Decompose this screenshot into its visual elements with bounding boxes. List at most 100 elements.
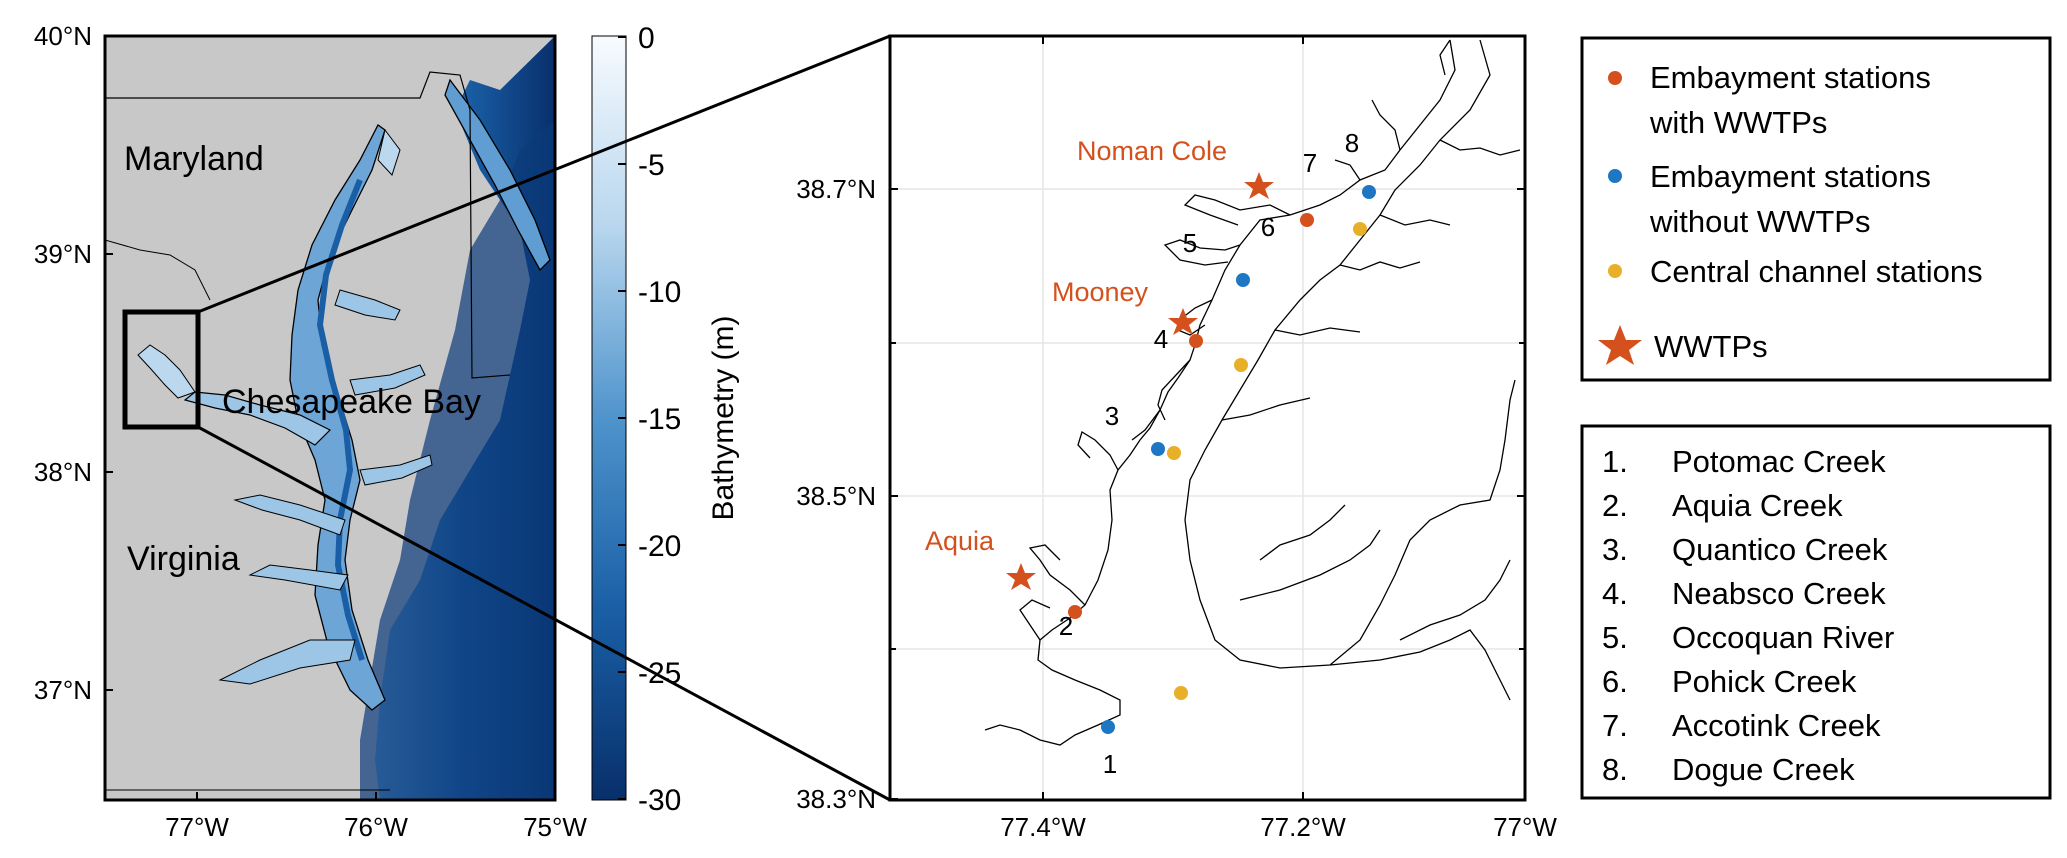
detail-map [888,34,1527,802]
station-list-name: Potomac Creek [1672,444,1886,479]
legend-without-wwtp-marker [1608,169,1622,183]
station-list-num: 6. [1602,664,1628,699]
detail-background [890,36,1525,800]
overview-lat-ticks: 40°N 39°N 38°N 37°N [34,21,113,705]
station-list-name: Dogue Creek [1672,752,1855,787]
station-num-3: 3 [1105,401,1119,431]
station-num-1: 1 [1103,749,1117,779]
lat-tick-38-5: 38.5°N [796,481,876,511]
station-3 [1151,442,1165,456]
cb-tick-15: -15 [638,403,681,436]
cb-tick-10: -10 [638,276,681,309]
potomac-river [183,391,332,446]
station-list: 1. Potomac Creek 2. Aquia Creek 3. Quant… [1580,424,2052,800]
cb-tick-0: 0 [638,22,655,55]
colorbar: 0 -5 -10 -15 -20 -25 -30 Bathymetry (m) [591,22,740,817]
station-list-name: Quantico Creek [1672,532,1888,567]
station-8 [1362,185,1376,199]
station-list-name: Occoquan River [1672,620,1894,655]
station-list-frame [1580,424,2052,800]
label-mooney: Mooney [1052,277,1149,307]
deep-ocean [360,120,555,800]
legend-with-wwtp-line2: with WWTPs [1649,105,1827,140]
state-boundary [105,71,511,379]
station-list-num: 5. [1602,620,1628,655]
lon-tick-77-2: 77.2°W [1260,812,1346,842]
station-2 [1068,605,1082,619]
lat-tick-38-3: 38.3°N [796,784,876,814]
detail-lat-ticks: 38.7°N 38.5°N 38.3°N [796,36,1525,814]
wwtp-markers [1006,172,1274,590]
potomac-upper [137,344,196,399]
station-list-name: Pohick Creek [1672,664,1857,699]
lat-tick-37: 37°N [34,675,92,705]
station-list-num: 2. [1602,488,1628,523]
cb-tick-20: -20 [638,530,681,563]
legend-without-wwtp-line2: without WWTPs [1649,204,1870,239]
lon-tick-77: 77°W [165,812,229,842]
central-station-d [1174,686,1188,700]
legend-with-wwtp-line1: Embayment stations [1650,60,1931,95]
state-boundary-2 [105,239,211,301]
colorbar-label: Bathymetry (m) [707,315,740,520]
detail-grid [890,36,1525,800]
station-list-num: 1. [1602,444,1628,479]
legend-frame [1580,36,2052,382]
wwtp-star-noman-cole [1244,172,1274,199]
shoreline [984,39,1521,746]
station-list-name: Aquia Creek [1672,488,1843,523]
legend-wwtp-label: WWTPs [1654,329,1768,364]
legend-without-wwtp-line1: Embayment stations [1650,159,1931,194]
station-6 [1300,213,1314,227]
label-aquia: Aquia [925,526,995,556]
lon-tick-77: 77°W [1493,812,1557,842]
station-num-7: 7 [1303,148,1317,178]
lat-tick-38-7: 38.7°N [796,174,876,204]
overview-map [103,34,557,802]
wwtp-star-aquia [1006,563,1036,590]
central-station-c [1167,446,1181,460]
station-numbers: 1 2 3 4 5 6 7 8 [1059,128,1359,779]
legend-with-wwtp-marker [1608,71,1622,85]
station-list-name: Accotink Creek [1672,708,1881,743]
lon-tick-75: 75°W [523,812,587,842]
station-list-num: 8. [1602,752,1628,787]
legend-wwtp-star-icon [1598,325,1642,365]
lat-tick-39: 39°N [34,239,92,269]
connector-top [197,34,891,314]
wwtp-star-mooney [1168,308,1198,335]
station-list-num: 4. [1602,576,1628,611]
lat-tick-40: 40°N [34,21,92,51]
station-num-6: 6 [1261,212,1275,242]
station-num-5: 5 [1183,228,1197,258]
station-list-num: 7. [1602,708,1628,743]
cb-tick-5: -5 [638,149,665,182]
station-num-2: 2 [1059,611,1073,641]
label-chesapeake-bay: Chesapeake Bay [222,383,481,421]
station-5 [1236,273,1250,287]
label-maryland: Maryland [124,140,264,178]
central-station-b [1234,358,1248,372]
inset-box [122,309,201,430]
station-list-name: Neabsco Creek [1672,576,1886,611]
label-virginia: Virginia [127,540,240,578]
legend-central-label: Central channel stations [1650,254,1983,289]
station-1 [1101,720,1115,734]
label-noman-cole: Noman Cole [1077,136,1227,166]
cb-tick-30: -30 [638,784,681,817]
detail-frame [888,34,1527,802]
lat-tick-38: 38°N [34,457,92,487]
legend-central-marker [1608,264,1622,278]
lon-tick-76: 76°W [344,812,408,842]
detail-lon-ticks: 77.4°W 77.2°W 77°W [1000,812,1557,842]
legend: Embayment stations with WWTPs Embayment … [1580,36,2052,382]
delaware-bay [444,78,551,272]
connector-bottom [197,425,891,802]
central-station-a [1353,222,1367,236]
lon-tick-77-4: 77.4°W [1000,812,1086,842]
overview-frame [103,34,557,802]
station-num-8: 8 [1345,128,1359,158]
station-num-4: 4 [1154,324,1168,354]
station-list-num: 3. [1602,532,1628,567]
